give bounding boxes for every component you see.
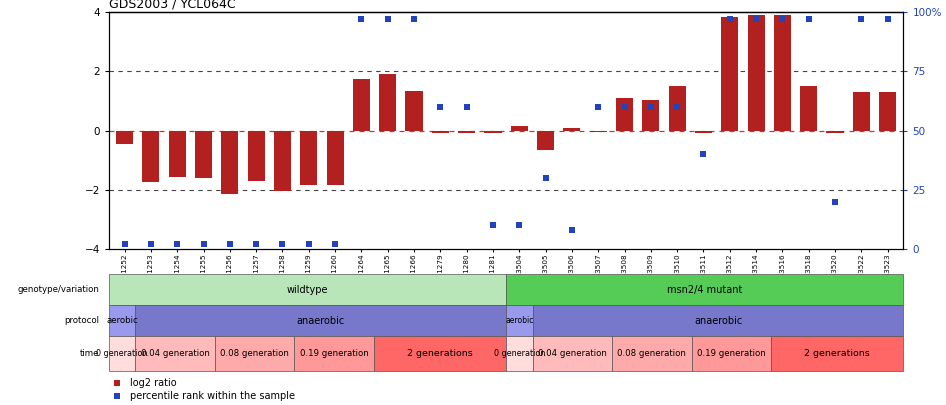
Bar bbox=[563, 128, 581, 130]
Text: 0 generation: 0 generation bbox=[494, 349, 545, 358]
Text: 2 generations: 2 generations bbox=[804, 349, 870, 358]
Bar bbox=[406, 91, 423, 130]
Bar bbox=[135, 337, 215, 371]
Text: 0.19 generation: 0.19 generation bbox=[300, 349, 368, 358]
Bar bbox=[506, 337, 533, 371]
Bar bbox=[326, 130, 343, 185]
Bar bbox=[374, 337, 506, 371]
Text: 0.08 generation: 0.08 generation bbox=[220, 349, 289, 358]
Text: GDS2003 / YCL064C: GDS2003 / YCL064C bbox=[109, 0, 236, 11]
Bar bbox=[879, 92, 896, 130]
Text: 0 generation: 0 generation bbox=[96, 349, 148, 358]
Bar bbox=[533, 305, 903, 337]
Bar bbox=[800, 86, 817, 130]
Bar bbox=[533, 337, 612, 371]
Bar bbox=[771, 337, 903, 371]
Bar bbox=[642, 100, 659, 130]
Text: log2 ratio: log2 ratio bbox=[130, 378, 177, 388]
Bar bbox=[248, 130, 265, 181]
Bar bbox=[116, 130, 133, 144]
Text: 0.08 generation: 0.08 generation bbox=[618, 349, 686, 358]
Bar bbox=[774, 15, 791, 130]
Bar bbox=[274, 130, 291, 191]
Bar bbox=[168, 130, 185, 177]
Bar bbox=[300, 130, 317, 185]
Bar bbox=[484, 130, 501, 133]
Text: anaerobic: anaerobic bbox=[296, 316, 345, 326]
Bar bbox=[612, 337, 692, 371]
Bar bbox=[506, 274, 903, 305]
Bar bbox=[506, 305, 533, 337]
Bar bbox=[142, 130, 160, 182]
Text: genotype/variation: genotype/variation bbox=[17, 285, 99, 294]
Bar bbox=[721, 17, 738, 130]
Bar bbox=[353, 79, 370, 130]
Bar bbox=[589, 130, 606, 132]
Bar bbox=[294, 337, 374, 371]
Text: 2 generations: 2 generations bbox=[407, 349, 473, 358]
Text: 0.19 generation: 0.19 generation bbox=[697, 349, 765, 358]
Bar bbox=[379, 75, 396, 130]
Bar bbox=[109, 274, 506, 305]
Bar bbox=[215, 337, 294, 371]
Bar bbox=[109, 305, 135, 337]
Bar bbox=[195, 130, 212, 178]
Text: protocol: protocol bbox=[64, 316, 99, 325]
Bar bbox=[616, 98, 633, 130]
Text: aerobic: aerobic bbox=[505, 316, 534, 325]
Bar bbox=[221, 130, 238, 194]
Text: 0.04 generation: 0.04 generation bbox=[538, 349, 606, 358]
Text: aerobic: aerobic bbox=[106, 316, 138, 325]
Bar bbox=[695, 130, 712, 133]
Text: percentile rank within the sample: percentile rank within the sample bbox=[130, 391, 295, 401]
Bar bbox=[747, 15, 764, 130]
Bar bbox=[669, 86, 686, 130]
Bar bbox=[692, 337, 771, 371]
Bar bbox=[431, 130, 449, 133]
Bar bbox=[852, 92, 870, 130]
Bar bbox=[135, 305, 506, 337]
Text: 0.04 generation: 0.04 generation bbox=[141, 349, 209, 358]
Bar bbox=[511, 126, 528, 130]
Text: msn2/4 mutant: msn2/4 mutant bbox=[667, 285, 743, 294]
Bar bbox=[827, 130, 844, 133]
Text: anaerobic: anaerobic bbox=[693, 316, 743, 326]
Bar bbox=[109, 337, 135, 371]
Text: time: time bbox=[79, 349, 99, 358]
Bar bbox=[537, 130, 554, 150]
Bar bbox=[458, 130, 475, 133]
Text: wildtype: wildtype bbox=[287, 285, 328, 294]
